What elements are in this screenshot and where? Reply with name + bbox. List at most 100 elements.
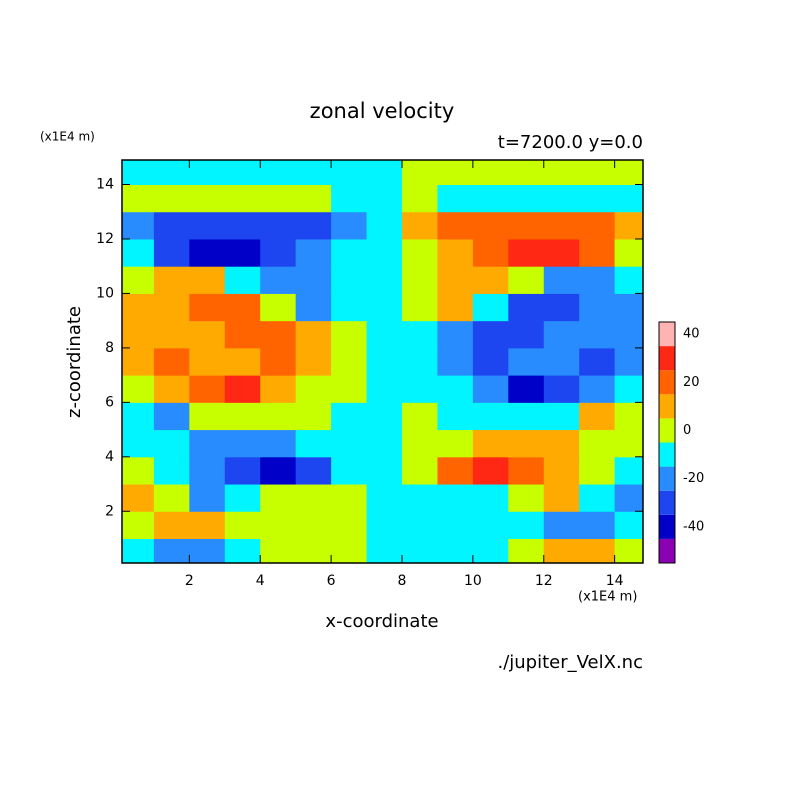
field-cell [331, 538, 368, 563]
field-cell [472, 211, 509, 240]
field-cell [295, 347, 332, 376]
x-tick-label: 6 [327, 573, 336, 589]
field-cell [224, 266, 261, 294]
field-cell [472, 347, 509, 376]
field-cell [295, 402, 332, 431]
x-axis-label: x-coordinate [325, 611, 438, 632]
field-cell [224, 538, 261, 563]
field-cell [153, 238, 190, 267]
field-cell [331, 511, 368, 539]
field-cell [189, 266, 226, 294]
colorbar-tick-label: -40 [683, 519, 704, 534]
chart-subtitle: t=7200.0 y=0.0 [498, 132, 643, 153]
colorbar-tick-label: 40 [683, 327, 700, 342]
field-cell [260, 160, 297, 186]
field-cell [260, 184, 297, 213]
field-cell [331, 456, 368, 485]
field-cell [153, 347, 190, 376]
field-cell [260, 238, 297, 267]
field-cell [331, 293, 368, 322]
x-tick-label: 12 [535, 573, 553, 589]
field-cell [508, 402, 545, 431]
field-cell [401, 160, 438, 186]
field-cell [401, 293, 438, 322]
field-cell [437, 266, 474, 294]
field-cell [224, 238, 261, 267]
field-cell [366, 456, 403, 485]
axes: 2 4 6 8 10 12 14 2 4 6 8 10 12 14 -40 -20 0 20 40 [96, 159, 704, 589]
field-cell [260, 429, 297, 458]
field-cell [543, 456, 580, 485]
field-cell [224, 484, 261, 512]
field-cell [189, 211, 226, 240]
field-cell [579, 320, 616, 349]
field-cell [331, 484, 368, 512]
field-cell [437, 456, 474, 485]
field-cell [260, 375, 297, 403]
y-tick-label: 2 [105, 503, 114, 519]
field-cell [295, 375, 332, 403]
field-cell [543, 347, 580, 376]
x-tick-label: 2 [185, 573, 194, 589]
field-cell [579, 160, 616, 186]
field-cell [153, 402, 190, 431]
colorbar-tick-label: 20 [683, 375, 700, 390]
field-cell [122, 484, 155, 512]
field-cell [472, 456, 509, 485]
field-cell [508, 238, 545, 267]
field-cell [122, 238, 155, 267]
field-cell [543, 375, 580, 403]
field-cell [579, 211, 616, 240]
field-cell [472, 538, 509, 563]
field-cell [437, 320, 474, 349]
field-cell [224, 293, 261, 322]
field-cell [401, 375, 438, 403]
field-cell [331, 266, 368, 294]
y-tick-label: 14 [96, 177, 114, 193]
field-cell [543, 266, 580, 294]
field-cell [401, 266, 438, 294]
field-cell [224, 429, 261, 458]
field-cell [508, 320, 545, 349]
field-cell [189, 238, 226, 267]
field-cell [437, 238, 474, 267]
x-tick-label: 14 [606, 573, 624, 589]
field-cell [331, 347, 368, 376]
colorbar-bin [659, 538, 675, 563]
field-cell [543, 538, 580, 563]
field-cell [437, 484, 474, 512]
field-cell [153, 429, 190, 458]
field-cell [437, 293, 474, 322]
field-cell [153, 211, 190, 240]
field-cell [224, 184, 261, 213]
field-cell [224, 320, 261, 349]
field-cell [579, 293, 616, 322]
field-cell [295, 484, 332, 512]
field-cell [401, 211, 438, 240]
field-cell [260, 266, 297, 294]
y-tick-label: 4 [105, 449, 114, 465]
field-cell [579, 266, 616, 294]
field-cell [295, 293, 332, 322]
field-cell [401, 429, 438, 458]
field-cell [579, 429, 616, 458]
field-cell [189, 293, 226, 322]
field-cell [122, 538, 155, 563]
field-cell [401, 347, 438, 376]
field-cell [153, 160, 190, 186]
field-cell [472, 402, 509, 431]
colorbar-bin [659, 490, 675, 515]
field-cell [614, 320, 643, 349]
field-cell [614, 429, 643, 458]
field-cell [508, 211, 545, 240]
field-cell [508, 184, 545, 213]
y-tick-label: 8 [105, 340, 114, 356]
field-cell [189, 320, 226, 349]
field-cell [153, 484, 190, 512]
field-cell [472, 375, 509, 403]
field-cell [153, 293, 190, 322]
field [122, 160, 643, 563]
field-cell [189, 429, 226, 458]
field-cell [543, 238, 580, 267]
x-tick-label: 8 [398, 573, 407, 589]
